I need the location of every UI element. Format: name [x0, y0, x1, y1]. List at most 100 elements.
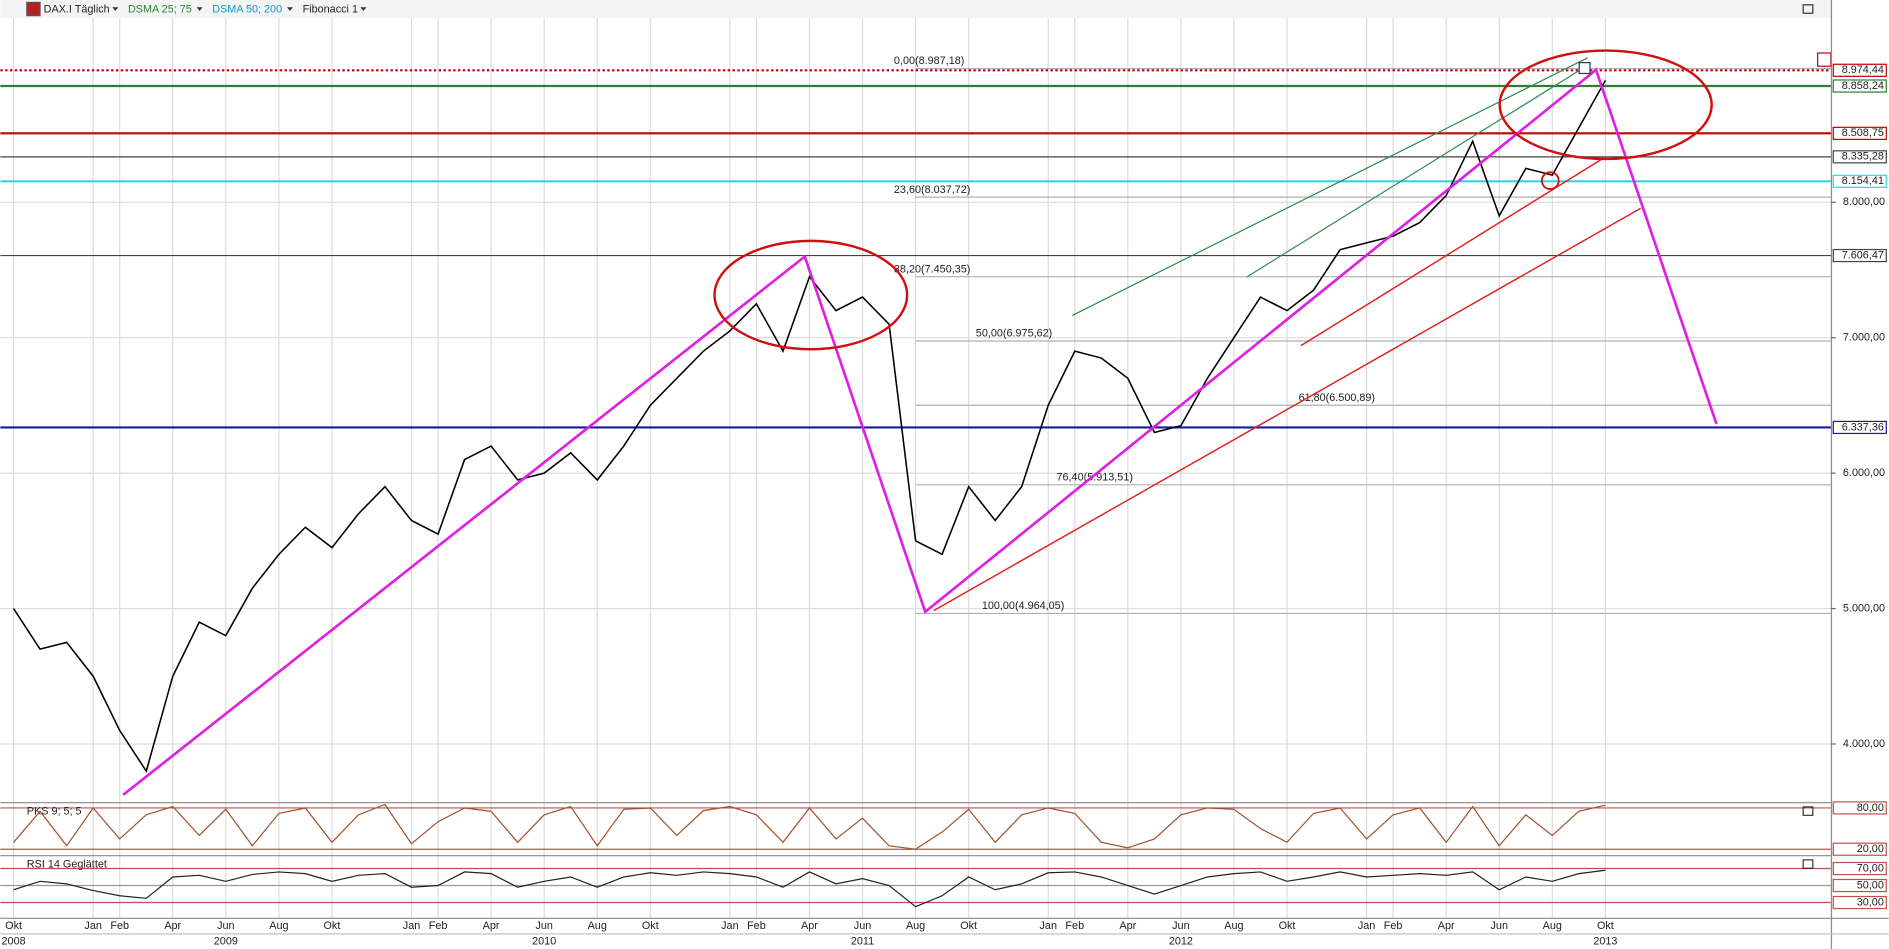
level-label: 8.974,44 — [1842, 64, 1884, 76]
dropdown-arrow[interactable] — [196, 7, 203, 11]
level-label-box — [1832, 248, 1887, 263]
maximize-button[interactable] — [1802, 806, 1814, 816]
app-icon[interactable] — [26, 1, 41, 17]
x-tick-label: Aug — [906, 920, 925, 932]
year-label: 2013 — [1593, 936, 1617, 948]
x-tick-label: Jan — [84, 920, 101, 932]
x-tick-label: Feb — [429, 920, 448, 932]
maximize-button[interactable] — [1802, 4, 1814, 14]
x-tick-label: Apr — [483, 920, 500, 932]
level-layer: 0,00(8.987,18) 23,60(8.037,72) 38,20(7.450… — [0, 55, 1831, 615]
y-tick-label: 30,00 — [1857, 896, 1884, 908]
fibonacci-label: 23,60(8.037,72) — [894, 184, 970, 196]
x-tick-label: Aug — [1543, 920, 1562, 932]
x-tick-label: Feb — [1384, 920, 1403, 932]
wave-line — [122, 67, 1718, 796]
x-tick-label: Jan — [721, 920, 738, 932]
level-label: 8.508,75 — [1842, 127, 1884, 139]
x-tick-label: Okt — [960, 920, 977, 932]
y-tick-box — [1832, 801, 1887, 815]
x-tick-label: Okt — [642, 920, 659, 932]
trend-line — [1246, 69, 1581, 278]
x-tick-label: Jun — [1172, 920, 1189, 932]
indicator-label[interactable]: Fibonacci 1 — [303, 3, 358, 15]
y-tick-label: 70,00 — [1857, 862, 1884, 874]
highlight-ellipse — [1540, 171, 1560, 190]
y-tick-label: 20,00 — [1857, 843, 1884, 855]
x-tick-label: Okt — [1597, 920, 1614, 932]
x-tick-label: Jan — [1040, 920, 1057, 932]
level-label: 8.858,24 — [1842, 80, 1884, 92]
indicator-label[interactable]: DSMA 25; 75 — [128, 3, 192, 15]
year-label: 2011 — [851, 936, 874, 948]
x-tick-label: Apr — [164, 920, 181, 932]
indicator-line — [13, 869, 1606, 908]
x-tick-label: Jan — [1358, 920, 1375, 932]
x-tick-label: Aug — [588, 920, 607, 932]
fibonacci-label: 61,80(6.500,89) — [1299, 392, 1375, 404]
x-tick-label: Feb — [110, 920, 129, 932]
header-bar — [0, 0, 1831, 19]
x-tick-label: Feb — [1065, 920, 1084, 932]
level-label-box — [1832, 174, 1887, 188]
drawings — [122, 49, 1718, 796]
fibonacci-label: 100,00(4.964,05) — [982, 600, 1064, 612]
x-tick-label: Okt — [5, 920, 22, 932]
x-tick-label: Apr — [1438, 920, 1455, 932]
year-label: 2012 — [1169, 936, 1193, 948]
level-label: 6.337,36 — [1842, 421, 1884, 433]
y-tick-label: 5.000,00 — [1843, 602, 1885, 614]
year-label: 2010 — [532, 936, 556, 948]
x-tick-label: Jan — [403, 920, 420, 932]
dropdown-arrow[interactable] — [286, 7, 293, 11]
trend-line — [1300, 158, 1603, 347]
highlight-ellipse — [1498, 49, 1713, 161]
x-tick-label: Okt — [1279, 920, 1296, 932]
panel-title[interactable]: PKS 9; 5; 5 — [27, 806, 82, 818]
y-tick-box — [1832, 861, 1887, 876]
level-label: 7.606,47 — [1842, 249, 1884, 261]
chart-title[interactable]: DAX.I Täglich — [44, 3, 110, 15]
trend-line — [1071, 57, 1588, 317]
highlight-ellipse — [713, 239, 909, 351]
indicator-label[interactable]: DSMA 50; 200 — [212, 3, 282, 15]
level-label-box — [1832, 63, 1887, 77]
level-label-box — [1832, 420, 1887, 435]
maximize-button[interactable] — [1802, 859, 1814, 869]
y-tick-label: 4.000,00 — [1843, 738, 1885, 750]
x-tick-label: Jun — [535, 920, 552, 932]
x-tick-label: Jun — [1491, 920, 1508, 932]
x-tick-label: Okt — [324, 920, 341, 932]
alert-icon[interactable] — [1817, 52, 1832, 67]
y-tick-label: 8.000,00 — [1843, 196, 1885, 208]
year-label: 2009 — [214, 936, 238, 948]
year-label: 2008 — [2, 936, 26, 948]
y-tick-box — [1832, 895, 1887, 910]
indicator-line — [13, 803, 1606, 850]
fibonacci-label: 76,40(5.913,51) — [1057, 471, 1133, 483]
level-label-box — [1832, 79, 1887, 93]
fibonacci-label: 0,00(8.987,18) — [894, 55, 964, 67]
marker-box — [1578, 62, 1591, 75]
x-tick-label: Jun — [217, 920, 234, 932]
level-label-box — [1832, 126, 1887, 140]
level-label: 8.335,28 — [1842, 151, 1884, 163]
y-tick-label: 50,00 — [1857, 879, 1884, 891]
trend-line — [933, 207, 1641, 612]
level-label-box — [1832, 150, 1887, 164]
level-label: 8.154,41 — [1842, 175, 1884, 187]
y-tick-label: 80,00 — [1857, 802, 1884, 814]
dropdown-arrow[interactable] — [112, 7, 119, 11]
grid-layer — [0, 18, 1831, 918]
y-tick-box — [1832, 878, 1887, 893]
panel-title[interactable]: RSI 14 Geglättet — [27, 859, 107, 871]
dropdown-arrow[interactable] — [360, 7, 367, 11]
price-line — [12, 79, 1607, 773]
series-layer — [12, 79, 1607, 773]
y-tick-box — [1832, 842, 1887, 856]
x-tick-label: Apr — [1119, 920, 1136, 932]
x-tick-label: Feb — [747, 920, 766, 932]
